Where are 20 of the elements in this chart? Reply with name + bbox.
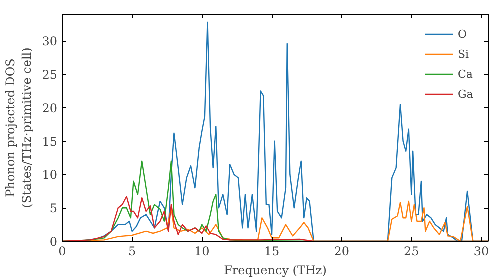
- x-tick-label: 0: [58, 244, 66, 258]
- x-tick-label: 15: [264, 244, 280, 258]
- legend-label: Si: [458, 48, 470, 60]
- x-tick-label: 20: [334, 244, 350, 258]
- legend-label: Ca: [458, 68, 474, 80]
- x-axis-title: Frequency (THz): [224, 264, 327, 278]
- y-tick-label: 25: [42, 68, 58, 82]
- y-tick-label: 0: [50, 235, 58, 249]
- legend-label: Ga: [458, 88, 474, 100]
- x-tick-label: 30: [474, 244, 490, 258]
- y-tick-label: 10: [42, 168, 58, 182]
- y-tick-label: 5: [50, 202, 58, 216]
- x-tick-label: 5: [128, 244, 136, 258]
- legend-label: O: [458, 28, 468, 40]
- y-tick-label: 30: [42, 34, 58, 49]
- y-axis-title: Phonon projected DOS (States/THz·primitive cell): [3, 48, 34, 208]
- y-tick-label: 15: [42, 134, 58, 149]
- y-tick-label: 20: [42, 101, 58, 116]
- x-tick-label: 25: [404, 244, 420, 258]
- x-tick-label: 10: [194, 244, 210, 258]
